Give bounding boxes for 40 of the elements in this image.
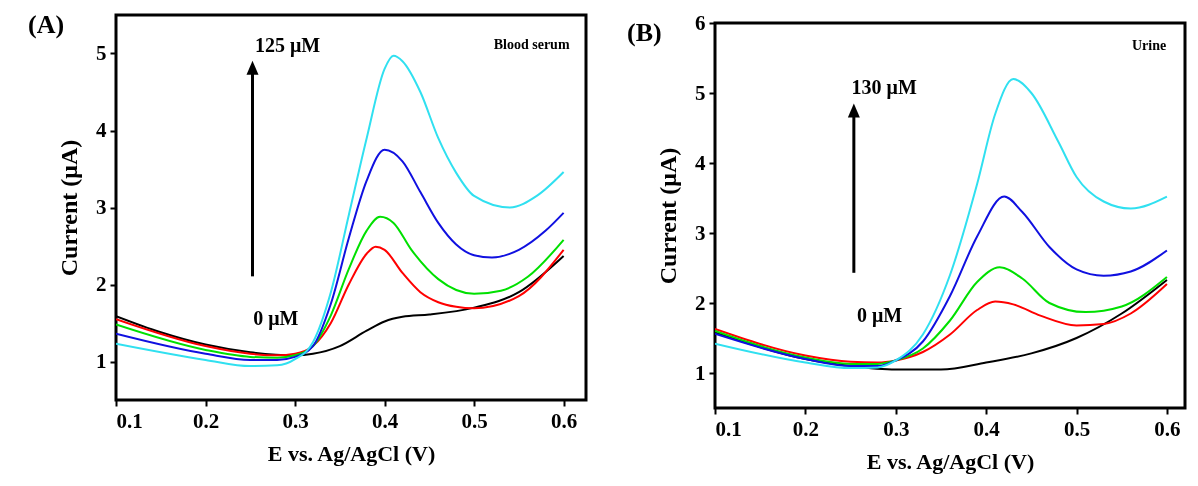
x-tick-label: 0.5 [461,408,488,433]
annotation: 0 μM [253,307,299,331]
y-tick-label: 4 [96,118,107,142]
line-series [715,266,1168,365]
chart-title: (A) [28,10,65,39]
line-series [715,78,1168,370]
x-axis-title: E vs. Ag/AgCl (V) [267,440,436,466]
line-series [116,148,565,361]
x-tick-label: 0.5 [1063,416,1091,441]
x-tick-label: 0.1 [715,416,742,441]
annotation: 125 μM [254,33,321,57]
y-tick-label: 6 [695,10,706,35]
x-tick-label: 0.6 [1154,416,1181,441]
y-tick-label: 1 [695,360,706,385]
line-series [116,215,565,359]
x-tick-label: 0.3 [282,408,309,433]
x-tick-label: 0.2 [192,408,220,433]
x-tick-label: 0.6 [550,408,578,433]
annotation: Blood serum [493,36,570,52]
x-axis-title: E vs. Ag/AgCl (V) [866,448,1035,474]
annotation: Urine [1131,38,1167,54]
y-tick-label: 4 [695,150,706,175]
y-tick-label: 2 [96,272,107,296]
annotation: 0 μM [856,303,903,327]
y-tick-label: 5 [96,41,107,65]
y-axis-title: Current (μA) [56,139,82,277]
x-tick-label: 0.1 [116,408,143,433]
annotation: 130 μM [851,76,917,100]
y-tick-label: 3 [695,220,706,245]
y-axis-title: Current (μA) [655,147,681,285]
y-tick-label: 3 [96,195,107,219]
chart-title: (B) [627,18,662,47]
y-tick-label: 5 [695,80,706,105]
y-tick-label: 2 [695,290,706,315]
x-tick-label: 0.4 [973,416,1001,441]
x-tick-label: 0.3 [883,416,910,441]
line-series [715,195,1168,367]
x-tick-label: 0.2 [792,416,820,441]
x-tick-label: 0.4 [371,408,399,433]
y-tick-label: 1 [96,349,107,373]
